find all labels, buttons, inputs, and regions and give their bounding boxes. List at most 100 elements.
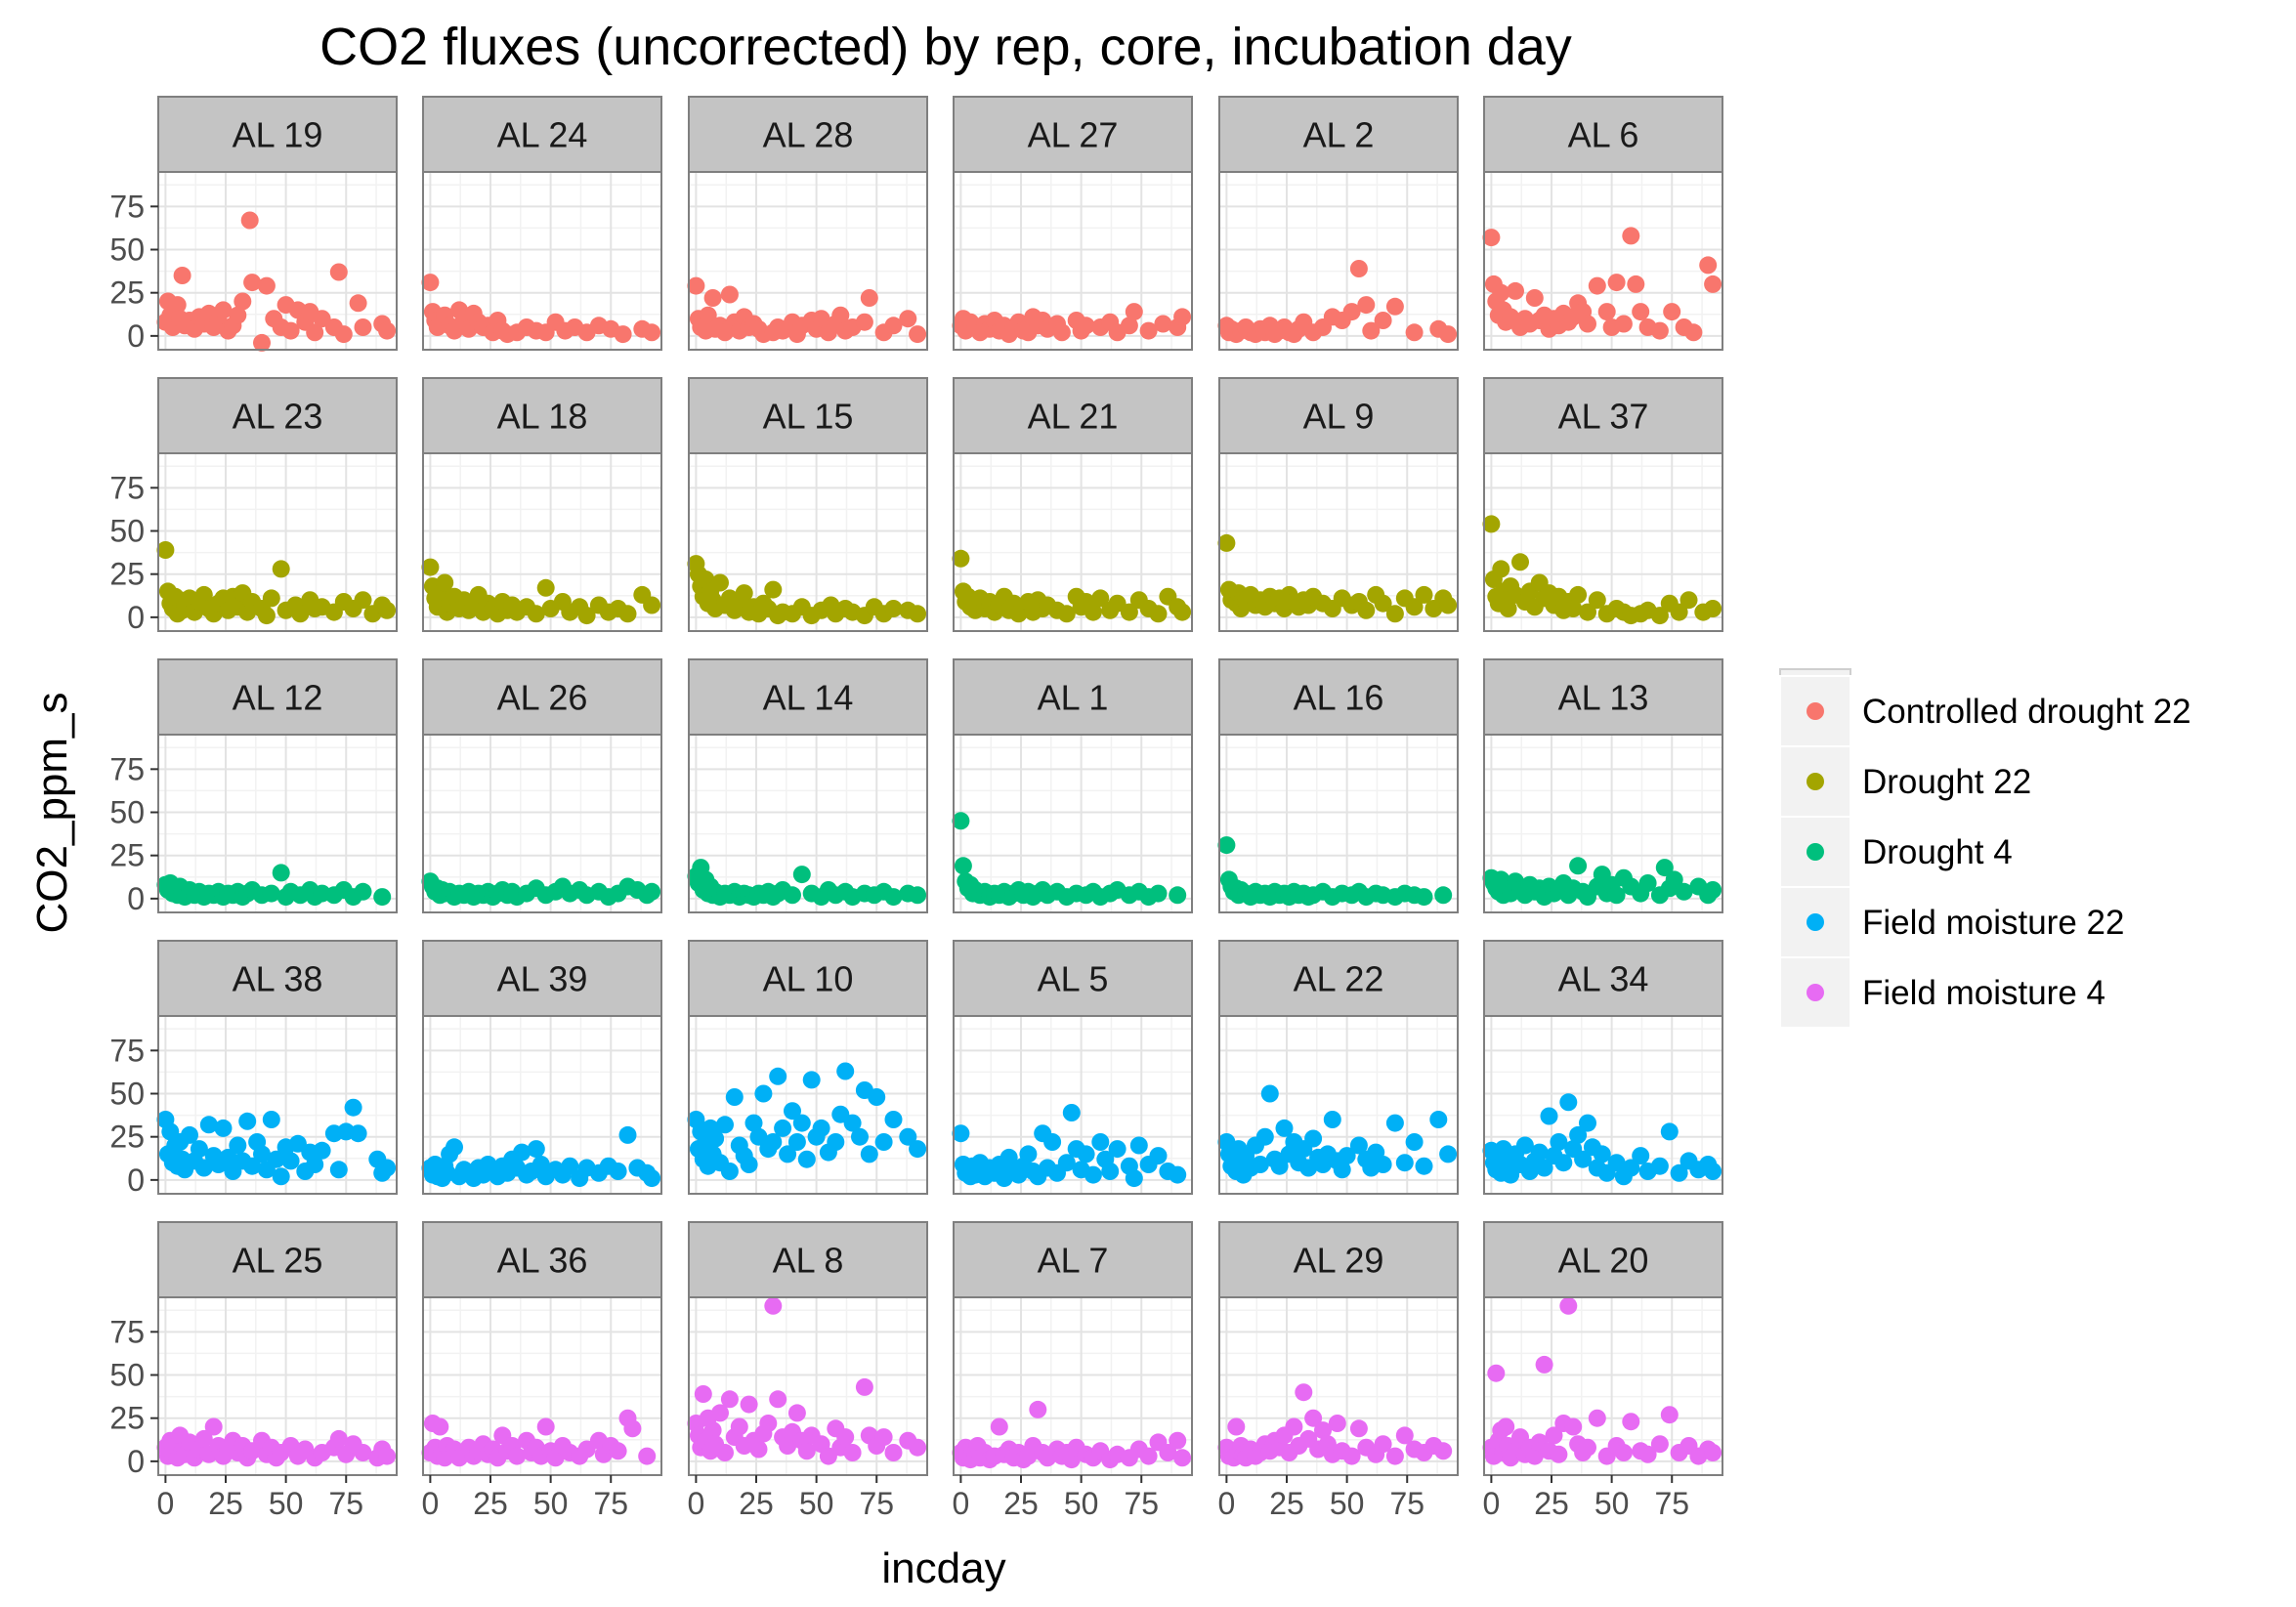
data-point bbox=[1660, 1122, 1679, 1141]
data-point bbox=[744, 1114, 763, 1132]
facet-panel: AL 9 bbox=[1217, 377, 1459, 632]
facet-strip bbox=[1483, 377, 1723, 454]
facet-strip bbox=[953, 940, 1193, 1017]
y-tick-label: 0 bbox=[127, 318, 145, 354]
data-point bbox=[909, 1140, 927, 1159]
data-point bbox=[272, 1167, 290, 1186]
data-point bbox=[812, 1119, 830, 1137]
panel-border bbox=[422, 1296, 662, 1476]
data-point bbox=[1482, 229, 1501, 247]
legend-swatch bbox=[1807, 702, 1824, 720]
data-point bbox=[214, 1119, 233, 1137]
data-point bbox=[577, 607, 596, 625]
data-point bbox=[1559, 1296, 1578, 1315]
data-point bbox=[618, 1125, 637, 1144]
x-tick-label: 0 bbox=[1482, 1486, 1500, 1521]
data-point bbox=[1139, 1447, 1158, 1465]
data-point bbox=[720, 1163, 739, 1180]
facet-panel: AL 24 bbox=[421, 96, 662, 351]
facet-strip bbox=[1218, 940, 1459, 1017]
data-point bbox=[1569, 585, 1588, 604]
facet-strip bbox=[1218, 658, 1459, 736]
x-tick-label: 75 bbox=[328, 1486, 363, 1521]
data-point bbox=[313, 1141, 331, 1160]
data-point bbox=[643, 596, 661, 614]
data-point bbox=[1169, 886, 1187, 905]
data-point bbox=[1173, 1449, 1192, 1467]
data-point bbox=[243, 274, 262, 292]
data-point bbox=[1439, 596, 1458, 614]
data-point bbox=[527, 1140, 545, 1159]
data-point bbox=[1579, 1114, 1596, 1132]
data-point bbox=[156, 541, 175, 559]
data-point bbox=[1169, 1431, 1187, 1450]
y-tick-label: 50 bbox=[109, 233, 145, 268]
data-point bbox=[194, 1159, 213, 1177]
chart-title: CO2 fluxes (uncorrected) by rep, core, i… bbox=[319, 18, 1572, 76]
data-point bbox=[1125, 1169, 1143, 1188]
data-point bbox=[687, 276, 705, 295]
data-point bbox=[711, 1404, 729, 1422]
data-point bbox=[1019, 1145, 1038, 1163]
data-point bbox=[1507, 281, 1524, 300]
data-point bbox=[378, 1447, 397, 1465]
data-point bbox=[1415, 585, 1433, 604]
data-point bbox=[1357, 296, 1376, 315]
data-point bbox=[561, 1157, 579, 1175]
facet-strip bbox=[1483, 96, 1723, 173]
data-point bbox=[229, 1136, 247, 1155]
data-point bbox=[1564, 1417, 1583, 1436]
data-point bbox=[1675, 882, 1693, 901]
y-tick-label: 0 bbox=[127, 881, 145, 916]
data-point bbox=[1439, 325, 1458, 344]
y-tick-label: 25 bbox=[109, 275, 145, 311]
data-point bbox=[1632, 1147, 1650, 1165]
data-point bbox=[238, 1112, 257, 1130]
data-point bbox=[764, 1133, 783, 1151]
facet-panels: AL 19 AL 24 AL 28 AL 27 AL 2 AL 6 AL 23 AL 18 AL… bbox=[156, 96, 1723, 1476]
data-point bbox=[1593, 1145, 1611, 1163]
data-point bbox=[787, 1404, 806, 1422]
data-point bbox=[329, 263, 348, 281]
panel-border bbox=[1483, 452, 1723, 632]
facet-strip-label: AL 6 bbox=[1568, 115, 1639, 155]
data-point bbox=[609, 1163, 627, 1180]
y-tick-label: 75 bbox=[109, 1033, 145, 1068]
data-point bbox=[1091, 1133, 1110, 1151]
facet-strip bbox=[157, 658, 398, 736]
data-point bbox=[1333, 1161, 1351, 1179]
facet-panel: AL 20 bbox=[1482, 1221, 1723, 1476]
facet-strip-label: AL 26 bbox=[497, 678, 588, 718]
data-point bbox=[1405, 598, 1424, 616]
data-point bbox=[1622, 1159, 1640, 1177]
data-point bbox=[909, 325, 927, 344]
data-point bbox=[1588, 591, 1606, 610]
data-point bbox=[1077, 1145, 1095, 1163]
facet-strip-label: AL 34 bbox=[1558, 959, 1649, 999]
data-point bbox=[513, 1143, 531, 1162]
x-tick-label: 50 bbox=[269, 1486, 304, 1521]
legend-label: Controlled drought 22 bbox=[1862, 693, 2191, 731]
data-point bbox=[884, 1111, 903, 1128]
legend: Controlled drought 22 Drought 22 Drought 4… bbox=[1779, 668, 2191, 1029]
panel-border bbox=[422, 452, 662, 632]
facet-strip bbox=[688, 377, 928, 454]
data-point bbox=[843, 1114, 862, 1132]
panel-border bbox=[1218, 171, 1459, 351]
facet-strip bbox=[1483, 1221, 1723, 1298]
legend-swatch bbox=[1807, 843, 1824, 861]
data-point bbox=[1650, 321, 1669, 340]
data-point bbox=[436, 573, 454, 592]
data-point bbox=[1415, 1157, 1433, 1175]
facet-strip bbox=[688, 940, 928, 1017]
data-point bbox=[1679, 591, 1698, 610]
data-point bbox=[1101, 1163, 1120, 1180]
data-point bbox=[1650, 1157, 1669, 1175]
plot-background bbox=[1219, 735, 1458, 912]
data-point bbox=[1349, 1419, 1368, 1438]
data-point bbox=[1627, 275, 1645, 293]
y-tick-label: 50 bbox=[109, 514, 145, 549]
panel-border bbox=[1218, 1296, 1459, 1476]
facet-panel: AL 28 bbox=[687, 96, 928, 351]
data-point bbox=[306, 1156, 324, 1173]
